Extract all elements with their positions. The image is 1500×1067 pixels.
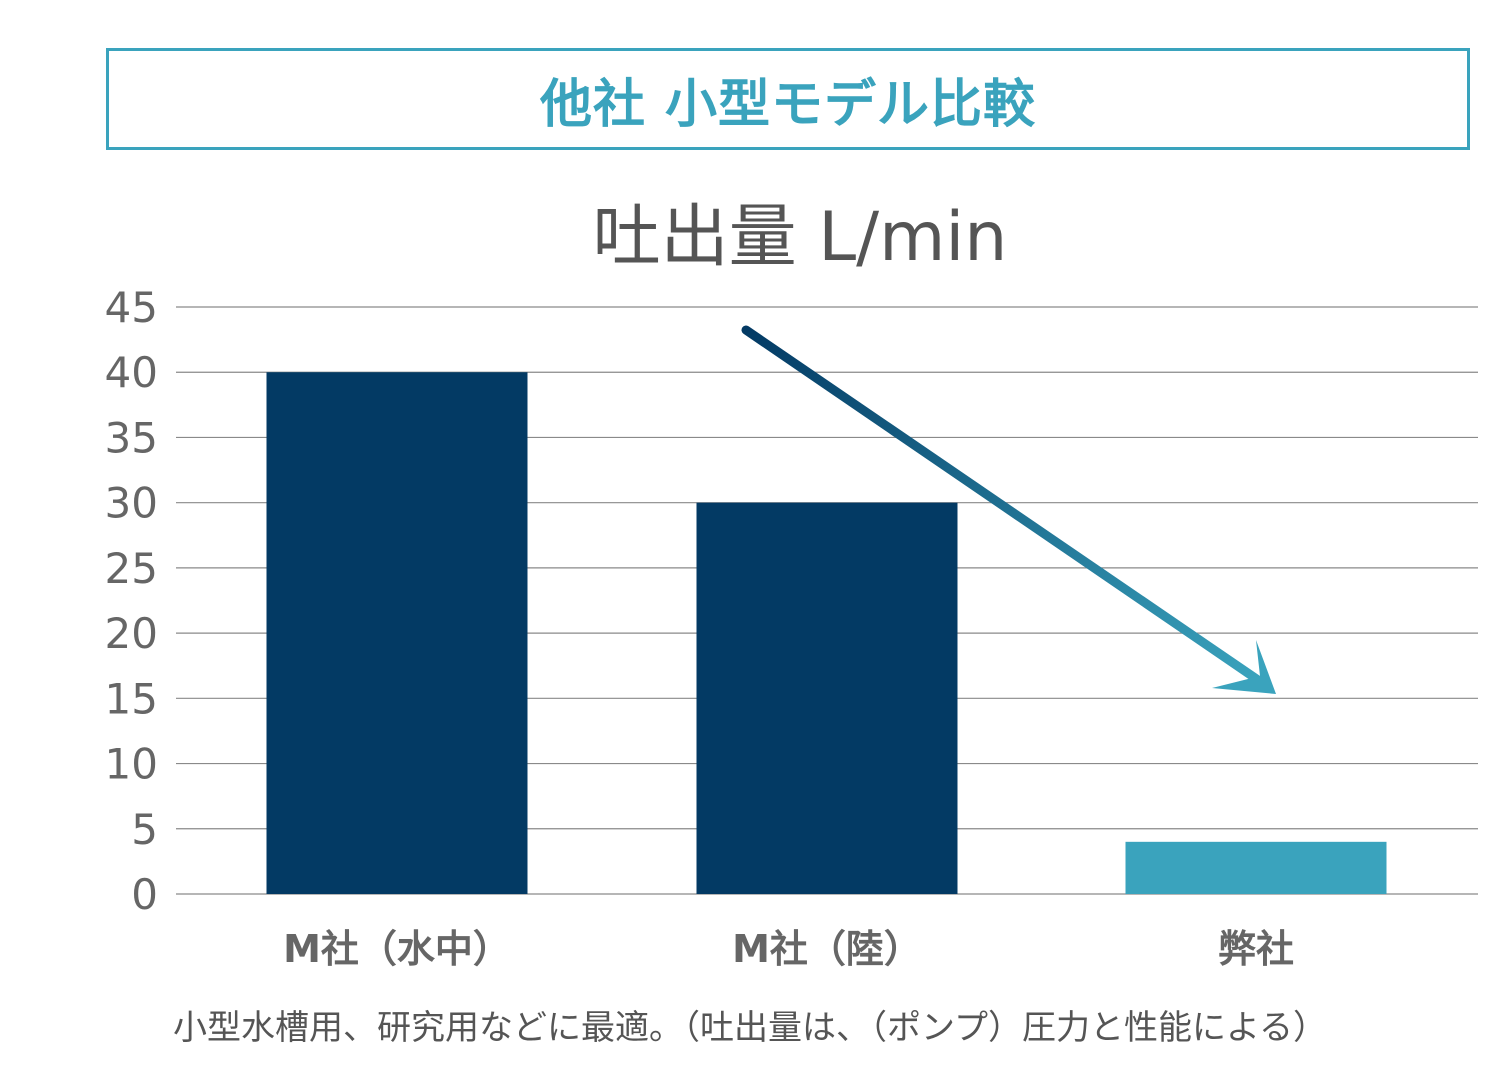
- arrow-shaft: [741, 325, 1263, 685]
- y-tick-label: 30: [105, 479, 158, 528]
- y-tick-label: 25: [105, 544, 158, 593]
- y-tick-label: 45: [105, 283, 158, 332]
- x-category-label: 弊社: [1218, 927, 1294, 971]
- chart-title: 吐出量 L/min: [593, 198, 1008, 277]
- y-tick-label: 40: [105, 348, 158, 397]
- bars: [266, 372, 1387, 894]
- footnote: 小型水槽用、研究用などに最適。（吐出量は、（ポンプ）圧力と性能による）: [173, 1008, 1327, 1048]
- bar-1: [266, 372, 528, 894]
- y-tick-label: 35: [105, 413, 158, 462]
- y-tick-label: 15: [105, 674, 158, 723]
- y-tick-label: 0: [131, 870, 158, 919]
- y-axis-ticks: 0 5 10 15 20 25 30 35 40 45: [105, 283, 158, 919]
- trend-arrow: [741, 325, 1276, 694]
- page-title: 他社 小型モデル比較: [539, 74, 1037, 135]
- title-box: 他社 小型モデル比較: [106, 48, 1470, 150]
- bar-2: [696, 502, 958, 894]
- x-category-label: M社（陸）: [732, 927, 922, 971]
- bar-3: [1125, 841, 1387, 894]
- x-axis-labels: M社（水中） M社（陸） 弊社: [283, 927, 1294, 971]
- y-tick-label: 20: [105, 609, 158, 658]
- y-tick-label: 10: [105, 740, 158, 789]
- x-category-label: M社（水中）: [283, 927, 511, 971]
- arrow-head: [1212, 640, 1276, 694]
- y-tick-label: 5: [131, 805, 158, 854]
